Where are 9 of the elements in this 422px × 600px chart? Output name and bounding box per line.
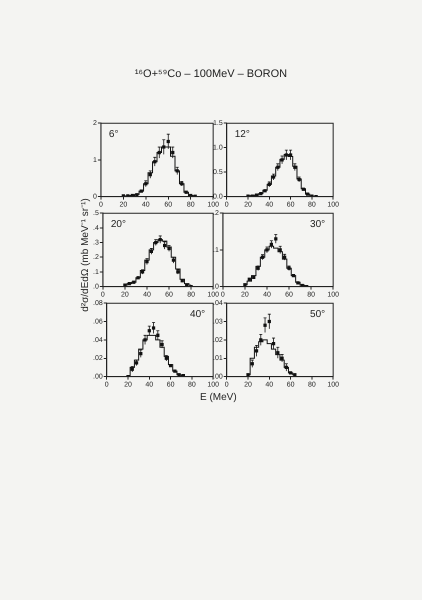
annotation: 20° bbox=[110, 218, 126, 230]
annotation: 30° bbox=[310, 218, 326, 230]
annotation: 40° bbox=[190, 308, 206, 320]
annotation: 12° bbox=[234, 128, 250, 140]
annotation: 6° bbox=[108, 128, 118, 140]
x-axis-title: E (MeV) bbox=[200, 392, 237, 403]
y-axis-title: d²σ/dEdΩ (mb MeV⁻¹ sr⁻¹) bbox=[78, 198, 91, 312]
chart-title: ¹⁶O+⁵⁹Co – 100MeV – BORON bbox=[134, 68, 288, 80]
annotation: 50° bbox=[310, 308, 326, 320]
